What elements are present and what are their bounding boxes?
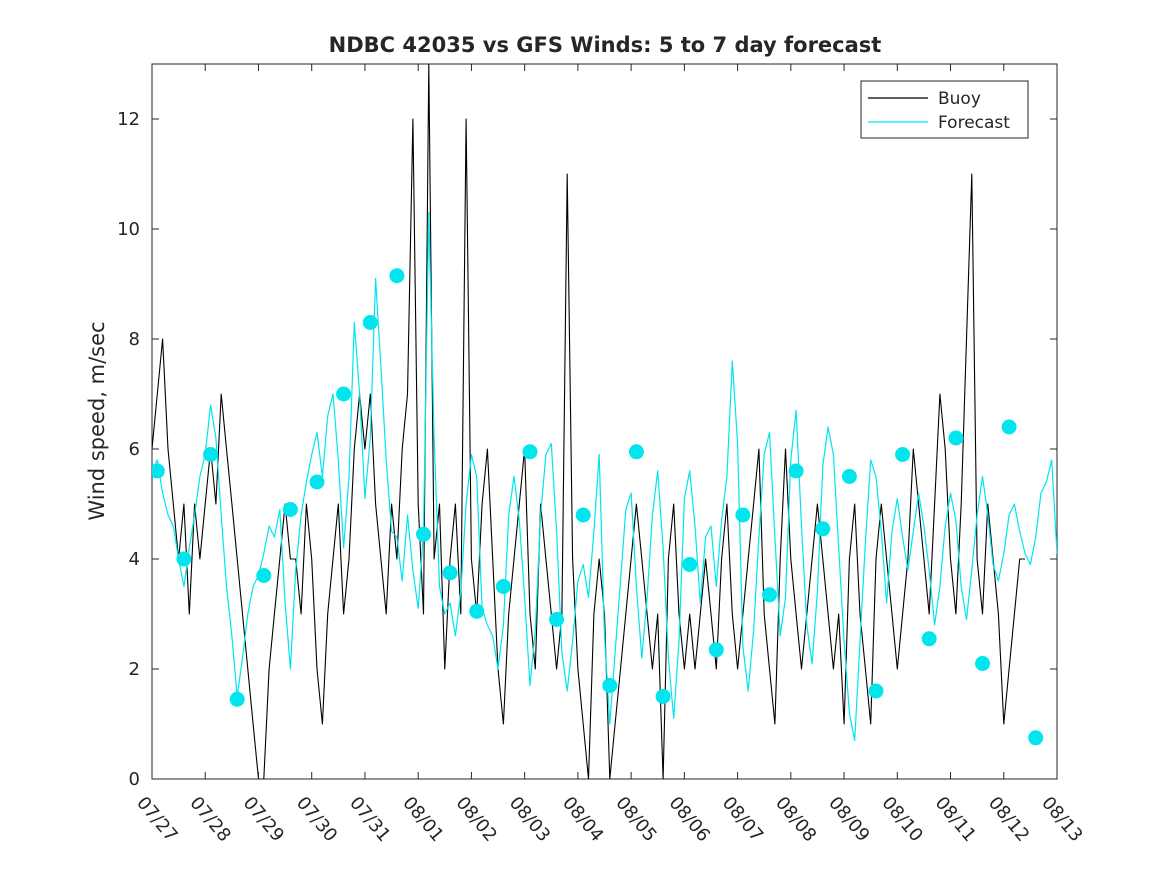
chart-title: NDBC 42035 vs GFS Winds: 5 to 7 day fore…: [329, 33, 882, 57]
forecast-marker: [256, 568, 272, 583]
forecast-marker: [549, 612, 565, 627]
y-tick-label: 8: [129, 329, 140, 350]
forecast-marker: [362, 315, 378, 330]
forecast-marker: [895, 447, 911, 462]
legend-box: [860, 80, 1029, 139]
forecast-marker: [815, 521, 831, 537]
forecast-marker: [655, 689, 671, 704]
forecast-marker: [602, 678, 618, 693]
y-axis-label: Wind speed, m/sec: [85, 321, 109, 520]
y-tick-label: 0: [129, 769, 140, 790]
legend-label-forecast: Forecast: [938, 113, 1010, 133]
forecast-marker: [948, 430, 964, 446]
y-tick-label: 2: [129, 659, 140, 680]
forecast-marker: [309, 474, 325, 490]
forecast-marker: [1001, 419, 1017, 435]
y-tick-label: 10: [117, 219, 140, 240]
forecast-marker: [336, 386, 352, 402]
forecast-marker: [708, 642, 724, 658]
y-tick-label: 4: [129, 549, 140, 570]
forecast-marker: [575, 507, 591, 523]
forecast-marker: [975, 656, 990, 671]
forecast-marker: [469, 603, 485, 619]
legend: Buoy Forecast: [860, 80, 1029, 139]
legend-label-buoy: Buoy: [938, 89, 981, 109]
forecast-marker: [1028, 730, 1044, 746]
forecast-marker: [229, 691, 245, 707]
forecast-marker: [735, 507, 751, 523]
forecast-marker: [682, 557, 698, 572]
forecast-marker: [841, 469, 857, 484]
plot-area: [151, 63, 1058, 780]
forecast-marker: [495, 579, 511, 594]
forecast-marker: [389, 268, 405, 284]
forecast-series-line: [152, 211, 1057, 742]
forecast-marker: [762, 587, 777, 603]
forecast-marker: [152, 463, 165, 479]
forecast-marker: [176, 551, 192, 567]
buoy-series-line: [152, 64, 1026, 779]
y-tick-label: 6: [129, 439, 140, 460]
forecast-marker: [628, 444, 644, 460]
forecast-marker: [868, 683, 884, 699]
series-layer: [152, 64, 1057, 779]
series-group: [152, 64, 1057, 779]
forecast-marker: [522, 444, 538, 460]
forecast-marker: [442, 565, 458, 581]
y-tick-label: 12: [117, 109, 140, 130]
forecast-marker: [921, 631, 937, 647]
forecast-marker: [416, 526, 431, 542]
forecast-marker: [788, 463, 804, 479]
forecast-marker: [203, 447, 219, 462]
forecast-marker: [282, 502, 298, 517]
